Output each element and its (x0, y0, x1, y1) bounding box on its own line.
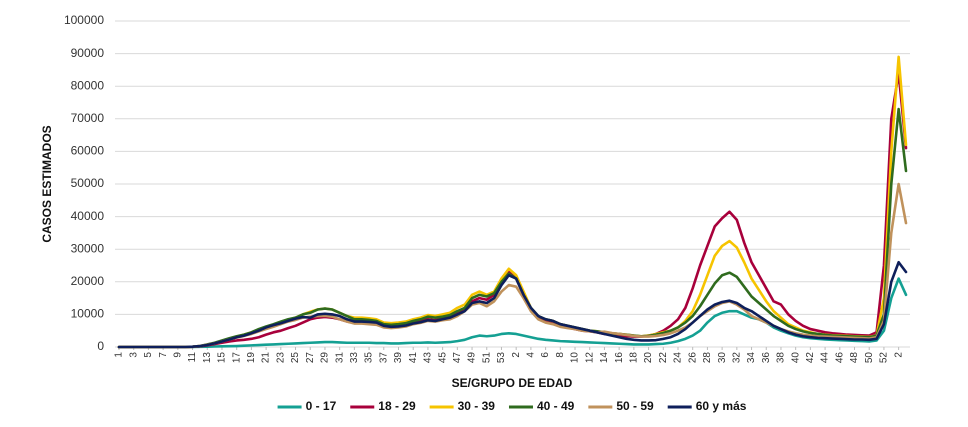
legend-label: 30 - 39 (458, 399, 496, 413)
x-tick-label: 34 (746, 352, 757, 364)
x-tick-label: 22 (658, 352, 669, 364)
x-tick-label: 2 (511, 352, 522, 358)
x-tick-label: 10 (570, 352, 581, 364)
y-tick-label: 50000 (71, 176, 105, 190)
series-line (117, 55, 908, 349)
x-tick-label: 26 (687, 352, 698, 364)
x-tick-label: 1 (114, 352, 125, 358)
x-tick-label: 39 (393, 352, 404, 364)
x-tick-label: 14 (599, 352, 610, 364)
x-tick-label: 11 (187, 352, 198, 363)
x-tick-label: 51 (481, 352, 492, 364)
series-line (117, 107, 908, 349)
x-tick-label: 35 (364, 352, 375, 364)
y-tick-label: 0 (97, 339, 104, 353)
x-tick-label: 19 (246, 352, 257, 364)
x-tick-label: 2 (893, 352, 904, 358)
x-tick-label: 42 (805, 352, 816, 364)
y-tick-label: 100000 (64, 13, 104, 27)
x-tick-label: 43 (423, 352, 434, 364)
x-tick-label: 48 (849, 352, 860, 364)
x-tick-label: 12 (584, 352, 595, 364)
x-tick-label: 15 (217, 352, 228, 364)
x-tick-label: 3 (128, 352, 139, 358)
x-tick-label: 7 (158, 352, 169, 358)
series-line (117, 260, 908, 349)
x-tick-label: 23 (275, 352, 286, 364)
x-tick-label: 5 (143, 352, 154, 358)
y-tick-label: 70000 (71, 111, 105, 125)
y-tick-label: 20000 (71, 274, 105, 288)
x-tick-label: 37 (378, 352, 389, 364)
y-tick-label: 40000 (71, 209, 105, 223)
x-tick-label: 49 (467, 352, 478, 364)
x-tick-label: 18 (629, 352, 640, 364)
x-tick-label: 24 (673, 352, 684, 364)
legend-label: 50 - 59 (616, 399, 654, 413)
y-tick-label: 90000 (71, 46, 105, 60)
series-line (117, 71, 908, 349)
x-axis-title: SE/GRUPO DE EDAD (452, 376, 573, 390)
x-tick-label: 44 (820, 352, 831, 364)
series-line (117, 277, 908, 349)
x-tick-label: 8 (555, 352, 566, 358)
x-tick-label: 30 (717, 352, 728, 364)
x-tick-label: 27 (305, 352, 316, 364)
x-tick-label: 16 (614, 352, 625, 364)
x-tick-label: 13 (202, 352, 213, 364)
x-tick-label: 40 (790, 352, 801, 364)
legend-label: 60 y más (696, 399, 747, 413)
x-tick-label: 17 (231, 352, 242, 364)
x-tick-label: 50 (864, 352, 875, 364)
legend-label: 18 - 29 (378, 399, 416, 413)
legend-label: 40 - 49 (537, 399, 575, 413)
x-tick-label: 52 (879, 352, 890, 364)
x-tick-label: 46 (834, 352, 845, 364)
x-tick-label: 31 (334, 352, 345, 364)
x-tick-label: 21 (261, 352, 272, 364)
x-tick-label: 9 (172, 352, 183, 358)
y-tick-label: 10000 (71, 307, 105, 321)
x-tick-label: 4 (526, 352, 537, 358)
x-tick-label: 6 (540, 352, 551, 358)
x-tick-label: 33 (349, 352, 360, 364)
x-tick-label: 53 (496, 352, 507, 364)
y-tick-label: 30000 (71, 241, 105, 255)
y-tick-label: 80000 (71, 78, 105, 92)
x-tick-label: 20 (643, 352, 654, 364)
x-tick-label: 45 (437, 352, 448, 364)
legend-label: 0 - 17 (306, 399, 337, 413)
y-axis-title: CASOS ESTIMADOS (40, 125, 54, 242)
x-tick-label: 38 (776, 352, 787, 364)
legend: 0 - 17 18 - 29 30 - 39 40 - 49 50 - 59 60 y m… (277, 399, 747, 413)
x-tick-label: 41 (408, 352, 419, 364)
x-tick-label: 47 (452, 352, 463, 364)
y-tick-label: 60000 (71, 144, 105, 158)
x-tick-label: 28 (702, 352, 713, 364)
x-tick-label: 32 (731, 352, 742, 364)
x-tick-label: 29 (320, 352, 331, 364)
x-tick-label: 36 (761, 352, 772, 364)
x-tick-label: 25 (290, 352, 301, 364)
